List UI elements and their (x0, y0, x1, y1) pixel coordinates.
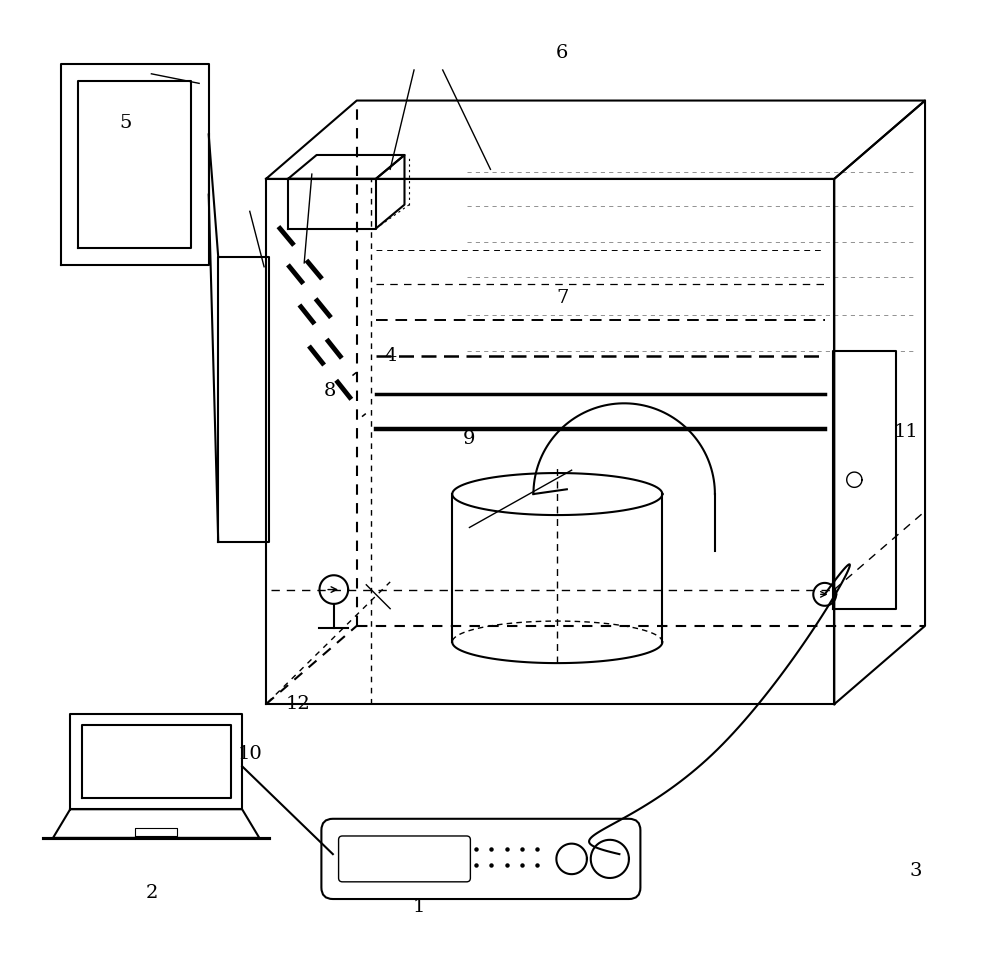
Text: 3: 3 (909, 862, 922, 880)
Text: 7: 7 (556, 290, 568, 307)
Text: 8: 8 (324, 382, 336, 400)
Text: 9: 9 (463, 429, 476, 448)
FancyBboxPatch shape (321, 819, 640, 899)
Text: 1: 1 (413, 897, 425, 916)
Text: 2: 2 (145, 885, 158, 902)
Text: 12: 12 (285, 695, 310, 713)
Text: 4: 4 (384, 347, 396, 364)
Text: 11: 11 (894, 423, 918, 441)
Text: 5: 5 (119, 114, 132, 133)
Text: 10: 10 (237, 745, 262, 763)
FancyBboxPatch shape (339, 836, 470, 882)
Text: 6: 6 (556, 44, 568, 62)
